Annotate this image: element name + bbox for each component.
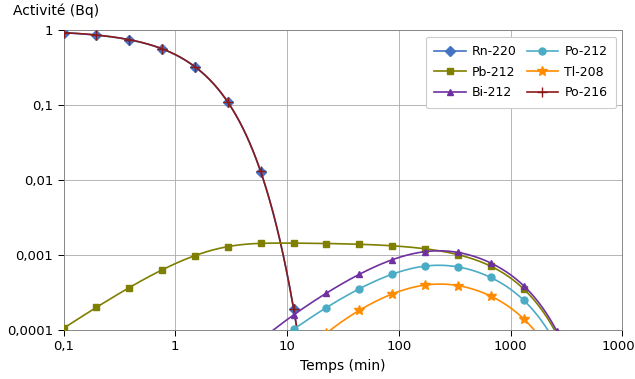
Pb-212 [60,326,67,330]
Po-212 [298,321,306,326]
Pb-212 [123,287,131,291]
Bi-212 [298,307,306,312]
Line: Po-216: Po-216 [58,28,627,379]
Pb-212 [274,241,281,245]
Line: Rn-220: Rn-220 [60,29,625,379]
Rn-220 [157,46,164,50]
Rn-220 [60,30,67,35]
Po-216 [274,229,281,233]
Po-216 [157,46,164,50]
Line: Po-212: Po-212 [60,262,625,379]
Bi-212 [547,319,555,324]
Rn-220 [298,359,306,364]
Pb-212 [157,268,164,273]
Bi-212 [435,249,443,253]
Line: Pb-212: Pb-212 [60,240,625,379]
Tl-208 [547,352,555,357]
Line: Tl-208: Tl-208 [58,279,627,379]
Legend: Rn-220, Pb-212, Bi-212, Po-212, Tl-208, Po-216: Rn-220, Pb-212, Bi-212, Po-212, Tl-208, … [425,36,616,108]
Po-212 [435,263,443,268]
Tl-208 [436,282,444,287]
Text: Activité (Bq): Activité (Bq) [13,4,99,18]
Rn-220 [274,229,281,233]
Tl-208 [298,353,306,357]
Line: Bi-212: Bi-212 [60,247,625,379]
Bi-212 [274,324,281,329]
Pb-212 [277,241,284,245]
Rn-220 [123,37,131,42]
Pb-212 [547,322,555,327]
Po-216 [123,37,131,42]
Pb-212 [298,241,306,246]
Po-216 [298,359,306,363]
Po-212 [547,334,555,338]
Po-216 [60,30,67,35]
Po-212 [274,339,281,343]
X-axis label: Temps (min): Temps (min) [300,359,385,373]
